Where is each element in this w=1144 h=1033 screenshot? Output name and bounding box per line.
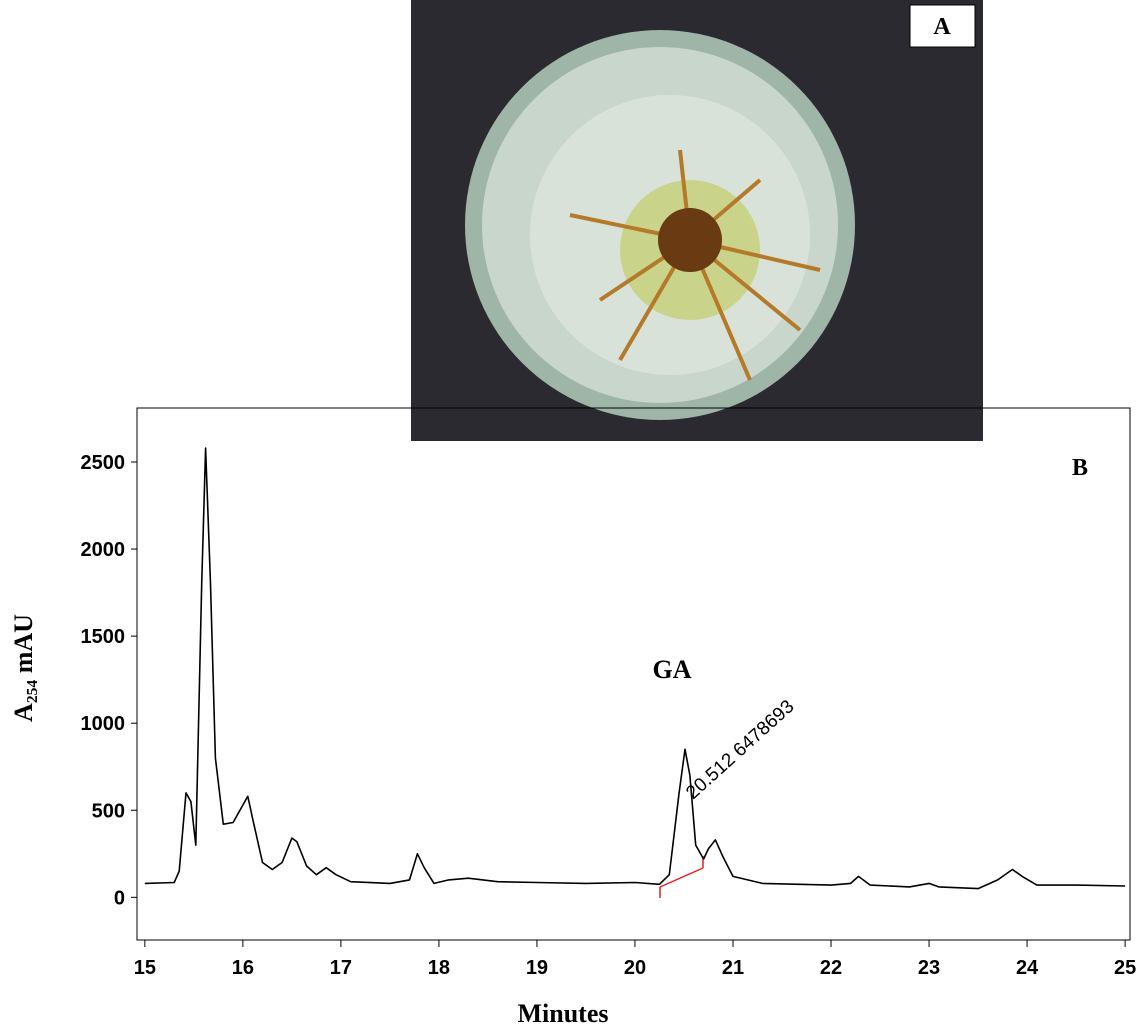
x-tick-label: 20 (624, 957, 646, 979)
panel-label: B (1072, 455, 1088, 481)
x-tick-label: 17 (330, 957, 352, 979)
x-tick-label: 19 (526, 957, 548, 979)
y-tick-label: 1000 (81, 713, 126, 735)
panel-label: A (933, 14, 951, 40)
x-tick-label: 21 (722, 957, 744, 979)
photo: A (411, 0, 983, 441)
y-tick-label: 500 (92, 800, 125, 822)
annotation: GA (653, 655, 692, 684)
plot-frame (136, 407, 1131, 941)
y-tick-label: 0 (114, 887, 125, 909)
x-tick-label: 23 (918, 957, 940, 979)
x-tick-label: 24 (1016, 957, 1039, 979)
chromatogram-line (144, 447, 1126, 890)
peak-label: 20.512 6478693 (682, 696, 798, 804)
label-box (909, 4, 976, 48)
x-tick-label: 22 (820, 957, 842, 979)
y-axis-label: A₂₅₄ mAU (9, 614, 38, 722)
y-tick-label: 2000 (81, 539, 126, 561)
y-tick-label: 1500 (81, 626, 126, 648)
y-tick-label: 2500 (81, 452, 126, 474)
plant-center (658, 208, 722, 272)
x-tick-label: 25 (1114, 957, 1136, 979)
x-tick-label: 18 (428, 957, 450, 979)
x-tick-label: 16 (232, 957, 254, 979)
x-tick-label: 15 (134, 957, 156, 979)
x-axis-label: Minutes (518, 999, 609, 1028)
